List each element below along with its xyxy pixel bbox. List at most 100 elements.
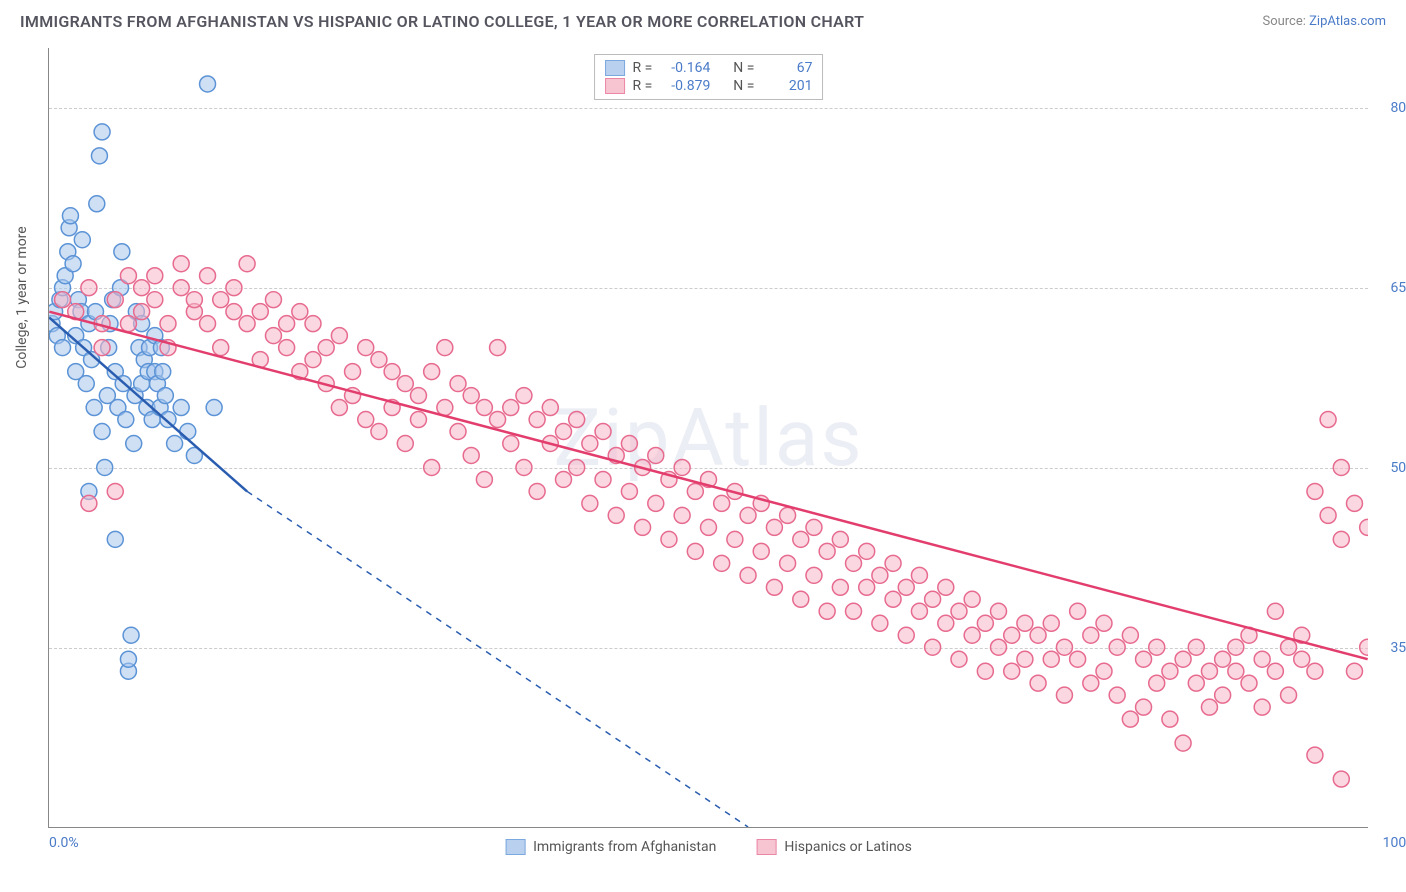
xtick-label: 0.0% [49, 835, 79, 851]
data-point [213, 292, 229, 308]
data-point [555, 471, 571, 487]
data-point [766, 579, 782, 595]
data-point [1241, 675, 1257, 691]
data-point [1136, 699, 1152, 715]
data-point [490, 340, 506, 356]
data-point [819, 603, 835, 619]
data-point [911, 603, 927, 619]
data-point [555, 424, 571, 440]
legend-swatch [756, 839, 776, 855]
r-value: -0.164 [660, 60, 710, 76]
data-point [200, 316, 216, 332]
data-point [292, 304, 308, 320]
header: IMMIGRANTS FROM AFGHANISTAN VS HISPANIC … [0, 0, 1406, 39]
data-point [898, 627, 914, 643]
data-point [925, 639, 941, 655]
data-point [226, 304, 242, 320]
data-point [1004, 663, 1020, 679]
data-point [1030, 675, 1046, 691]
plot-area: ZipAtlas R =-0.164 N =67R =-0.879 N =201… [48, 48, 1368, 828]
data-point [832, 579, 848, 595]
data-point [1017, 651, 1033, 667]
data-point [81, 280, 97, 296]
data-point [859, 543, 875, 559]
data-point [898, 579, 914, 595]
data-point [1149, 639, 1165, 655]
data-point [516, 459, 532, 475]
data-point [55, 340, 71, 356]
data-point [167, 436, 183, 452]
data-point [885, 591, 901, 607]
data-point [397, 376, 413, 392]
data-point [1149, 675, 1165, 691]
series-legend-label: Hispanics or Latinos [784, 839, 912, 855]
data-point [1320, 507, 1336, 523]
data-point [687, 543, 703, 559]
data-point [793, 531, 809, 547]
data-point [516, 388, 532, 404]
ytick-label: 65.0% [1390, 280, 1406, 296]
data-point [529, 483, 545, 499]
data-point [463, 388, 479, 404]
source-link[interactable]: ZipAtlas.com [1309, 14, 1386, 29]
data-point [1188, 639, 1204, 655]
source-label: Source: ZipAtlas.com [1262, 14, 1386, 29]
data-point [1004, 627, 1020, 643]
data-point [358, 412, 374, 428]
data-point [305, 352, 321, 368]
data-point [1333, 771, 1349, 787]
data-point [1215, 687, 1231, 703]
data-point [977, 663, 993, 679]
data-point [621, 436, 637, 452]
data-point [819, 543, 835, 559]
data-point [1307, 483, 1323, 499]
data-point [463, 447, 479, 463]
data-point [740, 567, 756, 583]
data-point [120, 316, 136, 332]
ytick-label: 35.0% [1390, 640, 1406, 656]
n-value: 201 [762, 78, 812, 94]
data-point [806, 567, 822, 583]
stats-legend-row: R =-0.879 N =201 [605, 77, 813, 95]
data-point [450, 376, 466, 392]
data-point [503, 436, 519, 452]
data-point [305, 316, 321, 332]
data-point [126, 436, 142, 452]
data-point [410, 412, 426, 428]
data-point [872, 615, 888, 631]
data-point [1333, 531, 1349, 547]
data-point [65, 256, 81, 272]
data-point [1346, 663, 1362, 679]
data-point [180, 424, 196, 440]
data-point [358, 340, 374, 356]
data-point [74, 232, 90, 248]
data-point [239, 316, 255, 332]
data-point [345, 364, 361, 380]
data-point [727, 531, 743, 547]
data-point [123, 627, 139, 643]
data-point [766, 519, 782, 535]
data-point [206, 400, 222, 416]
data-point [1320, 412, 1336, 428]
data-point [1201, 699, 1217, 715]
data-point [1122, 627, 1138, 643]
data-point [1162, 663, 1178, 679]
data-point [1162, 711, 1178, 727]
data-point [582, 495, 598, 511]
regression-line [49, 312, 1367, 660]
data-point [437, 400, 453, 416]
data-point [964, 591, 980, 607]
y-axis-label: College, 1 year or more [14, 226, 30, 368]
data-point [397, 436, 413, 452]
data-point [674, 459, 690, 475]
data-point [86, 400, 102, 416]
data-point [1294, 651, 1310, 667]
data-point [1083, 627, 1099, 643]
data-point [437, 340, 453, 356]
data-point [1070, 603, 1086, 619]
data-point [951, 651, 967, 667]
r-value: -0.879 [660, 78, 710, 94]
data-point [938, 579, 954, 595]
data-point [134, 280, 150, 296]
data-point [1056, 639, 1072, 655]
